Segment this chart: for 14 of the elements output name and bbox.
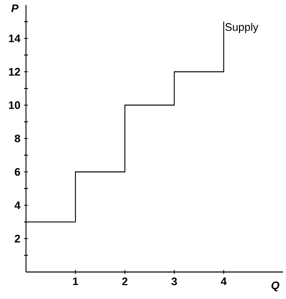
x-axis-title: Q <box>271 282 280 292</box>
y-tick-label: 8 <box>14 134 20 142</box>
x-tick-label: 3 <box>171 278 177 286</box>
x-tick-label: 1 <box>73 278 78 286</box>
y-tick-label: 4 <box>14 201 20 210</box>
y-tick-label: 6 <box>14 168 20 176</box>
x-tick-label: 2 <box>122 278 128 286</box>
y-tick-label: 12 <box>8 68 20 76</box>
y-tick-label: 14 <box>8 34 20 42</box>
y-tick-label: 2 <box>14 234 20 242</box>
series-label: Supply <box>225 22 258 34</box>
y-axis-title: P <box>11 4 18 12</box>
x-tick-label: 4 <box>220 278 227 286</box>
y-tick-label: 10 <box>8 101 20 110</box>
